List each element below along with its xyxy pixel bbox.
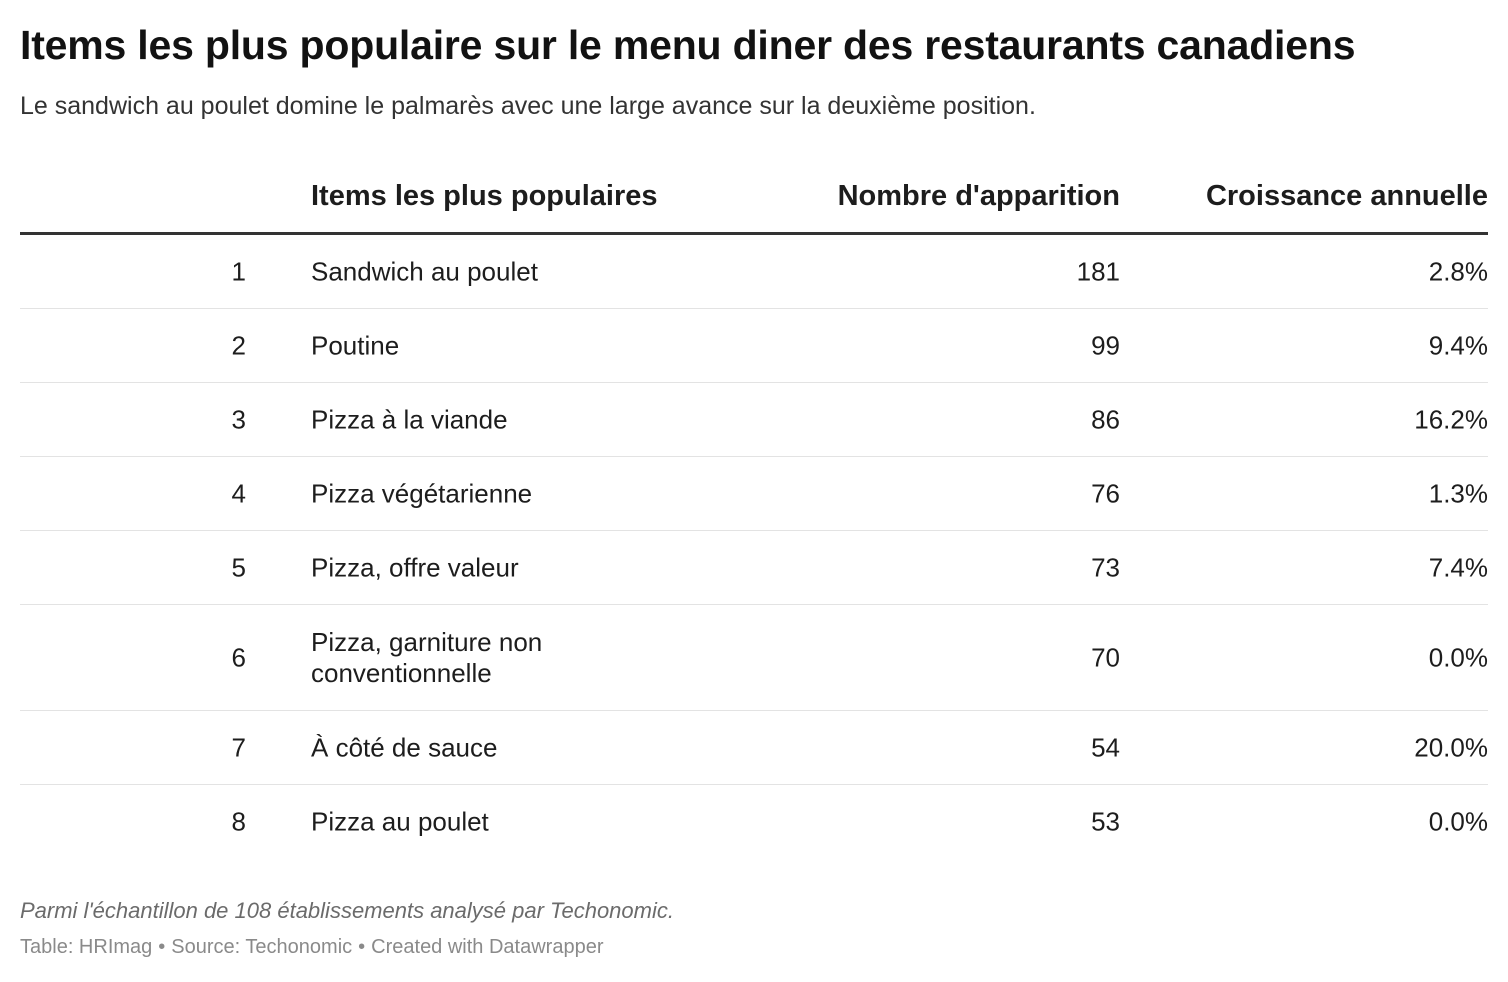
row-rank: 5 (231, 552, 246, 582)
table-row: 5 Pizza, offre valeur 73 7.4% (20, 531, 1488, 605)
row-count: 99 (1091, 330, 1120, 360)
table-body: 1 Sandwich au poulet 181 2.8% 2 Poutine 99 9.4%… (20, 235, 1488, 858)
row-rank: 8 (231, 806, 246, 836)
footer-table-credit: Table: HRImag (20, 936, 153, 958)
data-table: Items les plus populaires Nombre d'appar… (20, 160, 1488, 858)
row-growth: 9.4% (1428, 330, 1488, 360)
row-item: Sandwich au poulet (311, 256, 538, 286)
row-item: Poutine (311, 330, 400, 360)
row-item: Pizza, garniture non conventionnelle (311, 626, 543, 688)
row-count: 70 (1091, 642, 1120, 672)
table-row: 2 Poutine 99 9.4% (20, 309, 1488, 383)
footer-separator: • (158, 936, 166, 958)
row-growth: 0.0% (1428, 806, 1488, 836)
table-row: 7 À côté de sauce 54 20.0% (20, 711, 1488, 785)
row-rank: 6 (231, 642, 246, 672)
row-item: Pizza au poulet (311, 806, 489, 836)
table-row: 6 Pizza, garniture non conventionnelle 70 0… (20, 605, 1488, 711)
footer-source: Source: Techonomic (171, 936, 353, 958)
row-growth: 16.2% (1414, 404, 1488, 434)
chart-note: Parmi l'échantillon de 108 établissement… (20, 898, 674, 923)
row-item: Pizza, offre valeur (311, 552, 519, 582)
table-row: 8 Pizza au poulet 53 0.0% (20, 785, 1488, 858)
column-header-item[interactable]: Items les plus populaires (311, 180, 658, 212)
row-item: Pizza végétarienne (311, 478, 533, 508)
table-row: 1 Sandwich au poulet 181 2.8% (20, 235, 1488, 309)
row-growth: 0.0% (1428, 642, 1488, 672)
row-count: 73 (1091, 552, 1120, 582)
table-row: 3 Pizza à la viande 86 16.2% (20, 383, 1488, 457)
column-header-growth[interactable]: Croissance annuelle (1205, 180, 1488, 212)
footer-separator: • (358, 936, 366, 958)
chart-title: Items les plus populaire sur le menu din… (20, 22, 1356, 68)
row-count: 86 (1091, 404, 1120, 434)
row-item: À côté de sauce (311, 732, 498, 762)
row-count: 181 (1076, 256, 1120, 286)
chart-subtitle: Le sandwich au poulet domine le palmarès… (20, 92, 1036, 120)
row-count: 53 (1091, 806, 1120, 836)
row-rank: 2 (231, 330, 246, 360)
footer-created-with: Created with Datawrapper (371, 936, 604, 958)
table-header: Items les plus populaires Nombre d'appar… (20, 160, 1488, 235)
row-growth: 1.3% (1428, 478, 1488, 508)
table-row: 4 Pizza végétarienne 76 1.3% (20, 457, 1488, 531)
row-growth: 20.0% (1414, 732, 1488, 762)
row-count: 54 (1091, 732, 1120, 762)
row-growth: 2.8% (1428, 256, 1488, 286)
row-rank: 7 (231, 732, 246, 762)
chart-footer: Table: HRImag • Source: Techonomic • Created… (20, 936, 604, 959)
row-item: Pizza à la viande (311, 404, 508, 434)
row-rank: 4 (231, 478, 246, 508)
row-growth: 7.4% (1428, 552, 1488, 582)
column-header-count[interactable]: Nombre d'apparition (837, 180, 1120, 212)
row-count: 76 (1091, 478, 1120, 508)
row-rank: 3 (231, 404, 246, 434)
row-rank: 1 (231, 256, 246, 286)
